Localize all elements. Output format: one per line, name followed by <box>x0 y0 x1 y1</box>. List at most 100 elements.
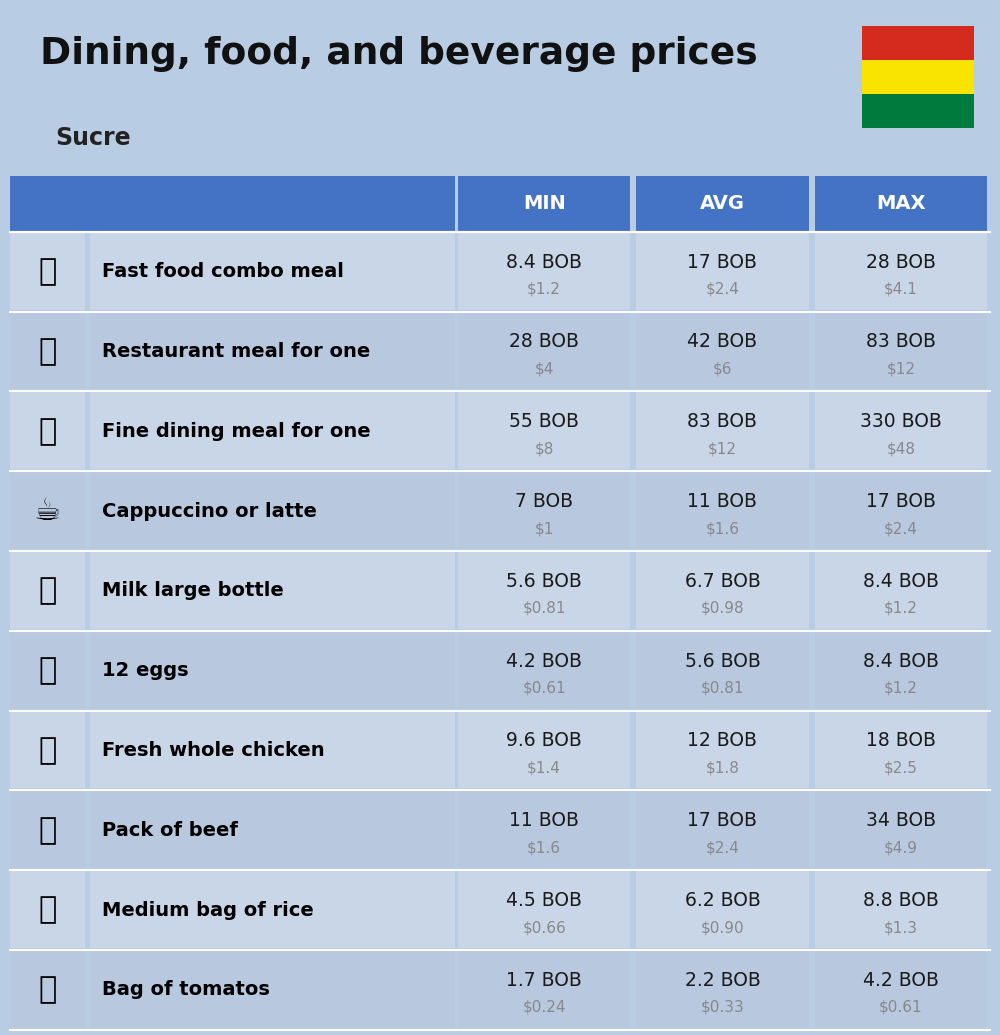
Bar <box>636 391 809 469</box>
Text: $6: $6 <box>713 361 732 377</box>
Text: 🍅: 🍅 <box>38 975 57 1004</box>
Text: 5.6 BOB: 5.6 BOB <box>685 652 760 671</box>
Text: 55 BOB: 55 BOB <box>509 412 579 432</box>
Text: 4.2 BOB: 4.2 BOB <box>863 971 939 989</box>
Bar <box>458 950 630 1028</box>
Bar <box>636 551 809 629</box>
Bar <box>458 176 630 232</box>
Text: $2.4: $2.4 <box>706 840 739 855</box>
Text: Pack of beef: Pack of beef <box>102 821 238 839</box>
Text: $2.5: $2.5 <box>884 761 918 775</box>
Text: $8: $8 <box>534 441 554 456</box>
Text: $0.81: $0.81 <box>522 601 566 616</box>
Bar <box>636 630 809 709</box>
Text: AVG: AVG <box>700 195 745 213</box>
Bar <box>862 60 974 94</box>
Text: 8.4 BOB: 8.4 BOB <box>863 572 939 591</box>
Text: Fine dining meal for one: Fine dining meal for one <box>102 422 371 441</box>
Text: Medium bag of rice: Medium bag of rice <box>102 900 314 920</box>
Text: $1: $1 <box>534 522 554 536</box>
Text: MAX: MAX <box>876 195 926 213</box>
Text: 17 BOB: 17 BOB <box>687 253 758 271</box>
Bar <box>458 471 630 549</box>
Text: 🍽: 🍽 <box>38 417 57 446</box>
Text: Milk large bottle: Milk large bottle <box>102 582 284 600</box>
Text: 4.2 BOB: 4.2 BOB <box>506 652 582 671</box>
Bar <box>862 26 974 60</box>
Bar <box>10 551 85 629</box>
Bar <box>815 232 987 309</box>
Text: 17 BOB: 17 BOB <box>866 492 936 511</box>
Bar <box>10 312 85 389</box>
Text: $4: $4 <box>534 361 554 377</box>
Text: ☕: ☕ <box>34 497 61 526</box>
Bar <box>636 471 809 549</box>
Bar <box>90 232 455 309</box>
Text: 83 BOB: 83 BOB <box>687 412 758 432</box>
Text: $12: $12 <box>886 361 915 377</box>
Bar <box>815 630 987 709</box>
Text: 8.8 BOB: 8.8 BOB <box>863 891 939 910</box>
Bar <box>458 312 630 389</box>
Text: $1.2: $1.2 <box>527 282 561 297</box>
Text: $4.1: $4.1 <box>884 282 918 297</box>
Bar <box>636 791 809 868</box>
Bar <box>815 711 987 789</box>
Bar <box>458 870 630 948</box>
Text: $0.66: $0.66 <box>522 920 566 936</box>
Text: $1.4: $1.4 <box>527 761 561 775</box>
Text: $1.3: $1.3 <box>884 920 918 936</box>
Bar <box>815 950 987 1028</box>
Text: $1.2: $1.2 <box>884 681 918 696</box>
Text: 🍚: 🍚 <box>38 895 57 924</box>
Text: 🍳: 🍳 <box>38 337 57 366</box>
Text: $0.61: $0.61 <box>879 1000 923 1015</box>
Text: 12 BOB: 12 BOB <box>687 732 758 750</box>
Text: 8.4 BOB: 8.4 BOB <box>506 253 582 271</box>
Bar <box>10 176 455 232</box>
Text: $12: $12 <box>708 441 737 456</box>
Bar <box>90 950 455 1028</box>
Text: Sucre: Sucre <box>55 126 131 150</box>
Text: 6.2 BOB: 6.2 BOB <box>685 891 760 910</box>
Text: 🥩: 🥩 <box>38 816 57 845</box>
Bar <box>636 176 809 232</box>
Text: Dining, food, and beverage prices: Dining, food, and beverage prices <box>40 36 758 72</box>
Bar <box>90 711 455 789</box>
Bar <box>90 630 455 709</box>
Text: $2.4: $2.4 <box>884 522 918 536</box>
Bar <box>458 232 630 309</box>
Text: 83 BOB: 83 BOB <box>866 332 936 352</box>
Bar <box>10 950 85 1028</box>
Text: Cappuccino or latte: Cappuccino or latte <box>102 502 317 521</box>
Bar <box>636 312 809 389</box>
Text: $1.6: $1.6 <box>527 840 561 855</box>
Text: 34 BOB: 34 BOB <box>866 811 936 830</box>
Text: 2.2 BOB: 2.2 BOB <box>685 971 760 989</box>
Text: $0.98: $0.98 <box>701 601 744 616</box>
Text: 🍔: 🍔 <box>38 258 57 287</box>
Text: 9.6 BOB: 9.6 BOB <box>506 732 582 750</box>
Text: Fresh whole chicken: Fresh whole chicken <box>102 741 325 760</box>
Text: 42 BOB: 42 BOB <box>687 332 758 352</box>
Text: $0.81: $0.81 <box>701 681 744 696</box>
Text: $1.6: $1.6 <box>705 522 739 536</box>
Text: 🥚: 🥚 <box>38 656 57 685</box>
Text: 1.7 BOB: 1.7 BOB <box>506 971 582 989</box>
Bar <box>10 232 85 309</box>
Bar <box>90 471 455 549</box>
Bar <box>636 232 809 309</box>
Text: $0.61: $0.61 <box>522 681 566 696</box>
Text: $1.8: $1.8 <box>706 761 739 775</box>
Bar <box>636 950 809 1028</box>
Bar <box>10 711 85 789</box>
Text: $2.4: $2.4 <box>706 282 739 297</box>
Bar <box>458 630 630 709</box>
Bar <box>0 0 1000 164</box>
Bar <box>458 391 630 469</box>
Text: 28 BOB: 28 BOB <box>866 253 936 271</box>
Text: $0.33: $0.33 <box>701 1000 744 1015</box>
Bar <box>90 312 455 389</box>
Text: 11 BOB: 11 BOB <box>509 811 579 830</box>
Bar <box>90 791 455 868</box>
